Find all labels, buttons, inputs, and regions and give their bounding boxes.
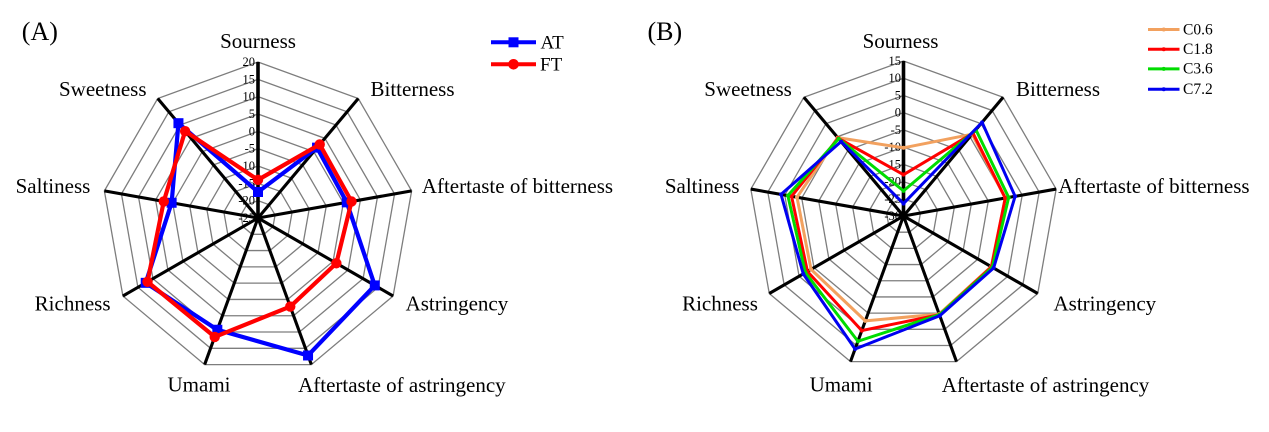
svg-text:5: 5 (249, 107, 255, 121)
svg-text:Richness: Richness (682, 292, 758, 316)
svg-text:Sweetness: Sweetness (59, 77, 147, 101)
svg-text:Umami: Umami (168, 373, 231, 397)
svg-text:C7.2: C7.2 (1183, 81, 1213, 98)
svg-text:Astringency: Astringency (1054, 292, 1157, 316)
svg-text:Richness: Richness (35, 292, 111, 316)
svg-text:-30: -30 (884, 209, 901, 223)
svg-text:Astringency: Astringency (406, 292, 509, 316)
svg-text:Sourness: Sourness (863, 29, 939, 53)
svg-text:AT: AT (541, 32, 565, 53)
svg-text:20: 20 (243, 55, 256, 69)
svg-text:10: 10 (243, 90, 256, 104)
svg-text:(A): (A) (22, 17, 58, 46)
svg-text:15: 15 (243, 72, 256, 86)
svg-text:-5: -5 (245, 142, 255, 156)
svg-text:15: 15 (889, 54, 902, 68)
svg-text:10: 10 (889, 71, 902, 85)
svg-text:-5: -5 (891, 123, 901, 137)
svg-text:0: 0 (895, 106, 901, 120)
svg-text:Sourness: Sourness (220, 29, 296, 53)
svg-text:Sweetness: Sweetness (704, 77, 792, 101)
svg-text:Bitterness: Bitterness (371, 77, 455, 101)
svg-text:Aftertaste of bitterness: Aftertaste of bitterness (422, 174, 613, 198)
svg-text:5: 5 (895, 88, 901, 102)
svg-text:-20: -20 (238, 194, 255, 208)
svg-text:-25: -25 (238, 211, 255, 225)
svg-text:Bitterness: Bitterness (1016, 77, 1100, 101)
svg-text:(B): (B) (648, 17, 683, 46)
svg-text:C3.6: C3.6 (1183, 61, 1213, 78)
svg-text:Saltiness: Saltiness (16, 174, 91, 198)
svg-text:C1.8: C1.8 (1183, 41, 1213, 58)
svg-text:FT: FT (540, 54, 563, 75)
svg-text:C0.6: C0.6 (1183, 21, 1213, 38)
svg-text:Saltiness: Saltiness (665, 174, 740, 198)
svg-text:Aftertaste of bitterness: Aftertaste of bitterness (1058, 174, 1249, 198)
svg-text:Aftertaste of astringency: Aftertaste of astringency (298, 373, 506, 397)
svg-text:Umami: Umami (810, 373, 873, 397)
svg-text:Aftertaste of astringency: Aftertaste of astringency (942, 373, 1150, 397)
svg-text:0: 0 (249, 124, 255, 138)
